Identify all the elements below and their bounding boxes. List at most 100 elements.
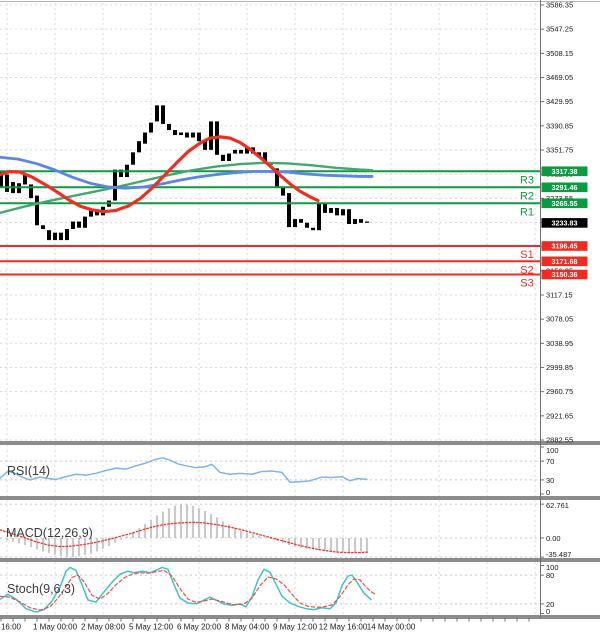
level-S3-badge-label: 3150.36 — [552, 270, 578, 279]
candle — [173, 130, 177, 136]
level-label-S3: S3 — [520, 277, 533, 289]
stoch-d-line — [0, 569, 377, 611]
rsi-tick-label: 30 — [546, 476, 554, 485]
macd-tick-label: -35.487 — [546, 550, 571, 559]
macd-signal-line — [0, 521, 369, 554]
candle — [191, 132, 195, 138]
rsi-tick-label: 0 — [546, 488, 550, 497]
candle — [0, 170, 3, 187]
price-tick-label: 3429.95 — [546, 97, 573, 106]
current-price-badge — [541, 218, 588, 228]
level-label-R1: R1 — [520, 206, 534, 218]
candle — [149, 122, 153, 133]
price-tick-label: 3078.05 — [546, 315, 573, 324]
price-tick-label: 2921.65 — [546, 411, 573, 420]
ma-mid-blue — [0, 155, 374, 190]
candle — [359, 219, 363, 223]
candle — [167, 123, 171, 131]
candle — [221, 154, 225, 161]
price-tick-label: 2999.85 — [546, 363, 573, 372]
candle — [299, 219, 303, 223]
candle — [179, 132, 183, 136]
time-label: 5 May 12:00 — [129, 623, 174, 632]
candle — [155, 105, 159, 122]
level-R3-badge — [541, 166, 588, 177]
candle — [197, 132, 201, 142]
stoch-tick-label: 100 — [546, 563, 559, 572]
time-label: 1 May 00:00 — [33, 623, 78, 632]
candle — [341, 209, 345, 216]
level-R2-badge — [541, 182, 588, 193]
time-label: 6 May 20:00 — [177, 623, 222, 632]
price-tick-label: 3390.85 — [546, 121, 573, 130]
stoch-pane-label: Stoch(9,6,3) — [7, 582, 76, 596]
time-label: 12 May 16:00 — [319, 623, 368, 632]
stoch-tick-label: 0 — [546, 607, 550, 616]
level-R3-badge-label: 3317.38 — [552, 167, 578, 176]
candle — [365, 221, 369, 223]
stoch-tick-label: 80 — [546, 571, 554, 580]
candle — [263, 152, 267, 163]
candle — [185, 132, 189, 138]
price-tick-label: 3351.75 — [546, 146, 573, 155]
candle — [329, 207, 333, 213]
candle — [161, 105, 165, 124]
level-label-S2: S2 — [520, 264, 533, 276]
macd-pane-label: MACD(12,26,9) — [6, 526, 93, 540]
candle — [29, 184, 33, 199]
candle — [5, 174, 9, 192]
level-S2-badge — [541, 256, 588, 267]
candle — [275, 168, 279, 187]
rsi-tick-label: 70 — [546, 457, 554, 466]
candle — [89, 210, 93, 217]
level-R1-badge-label: 3265.55 — [552, 199, 578, 208]
candle — [233, 149, 237, 154]
candle — [131, 152, 135, 165]
candle — [323, 203, 327, 213]
level-R2-badge-label: 3291.46 — [552, 183, 578, 192]
candle — [335, 207, 339, 216]
price-tick-label: 3038.95 — [546, 339, 573, 348]
price-tick-label: 3469.05 — [546, 73, 573, 82]
level-S3-badge — [541, 269, 588, 280]
candle — [317, 203, 321, 231]
rsi-line — [0, 457, 368, 483]
candle — [287, 193, 291, 228]
candle — [137, 141, 141, 153]
candle — [77, 221, 81, 228]
rsi-pane-label: RSI(14) — [7, 464, 51, 478]
candle — [245, 147, 249, 154]
candle — [281, 186, 285, 196]
candle — [203, 141, 207, 150]
candle — [71, 221, 75, 229]
level-label-R3: R3 — [520, 174, 534, 186]
price-tick-label: 2960.75 — [546, 387, 573, 396]
candle — [65, 228, 69, 241]
candle — [311, 227, 315, 231]
level-S1-badge — [541, 241, 588, 251]
stoch-tick-label: 20 — [546, 600, 554, 609]
candle — [239, 149, 243, 154]
candle — [119, 169, 123, 178]
candle — [209, 121, 213, 150]
price-tick-label: 3273.55 — [546, 194, 573, 203]
candle — [293, 219, 297, 228]
time-label: 8 May 04:00 — [225, 623, 270, 632]
price-tick-label: 3117.15 — [546, 291, 573, 300]
price-tick-label: 3508.15 — [546, 49, 573, 58]
candle — [23, 174, 27, 185]
candle — [53, 232, 57, 241]
level-label-R2: R2 — [520, 190, 534, 202]
candle — [47, 230, 51, 241]
price-tick-label: 3547.25 — [546, 25, 573, 34]
level-S1-badge-label: 3196.45 — [552, 242, 578, 251]
macd-tick-label: 0.00 — [546, 534, 561, 543]
rsi-tick-label: 100 — [546, 446, 559, 455]
level-R1-badge — [541, 198, 588, 209]
time-label: 16:00 — [1, 623, 22, 632]
time-label: 2 May 08:00 — [81, 623, 126, 632]
candle — [95, 210, 99, 216]
candle — [113, 169, 117, 201]
